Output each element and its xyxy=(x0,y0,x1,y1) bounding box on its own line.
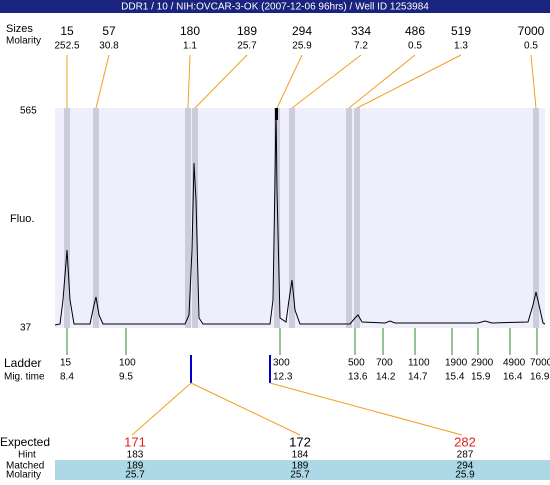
row-label: Ladder xyxy=(4,356,41,370)
peak-band xyxy=(192,108,198,328)
peak-band xyxy=(354,108,360,328)
link-line xyxy=(269,382,463,436)
axis-title: Fluo. xyxy=(10,213,34,225)
peak-size: 519 xyxy=(451,24,471,38)
ladder-size: 2900 xyxy=(471,358,494,369)
row-label: Hint xyxy=(18,450,36,461)
peak-band xyxy=(274,108,280,328)
peak-molarity: 252.5 xyxy=(54,41,79,52)
peak-molarity: 1.1 xyxy=(183,41,197,52)
matched-bg xyxy=(55,460,550,480)
axis-label: 37 xyxy=(20,323,32,334)
expected-value: 171 xyxy=(124,434,146,449)
peak-molarity: 1.3 xyxy=(454,41,468,52)
ladder-time: 14.2 xyxy=(376,372,396,383)
ladder-time: 12.3 xyxy=(273,372,293,383)
row-label: Matched xyxy=(6,461,44,472)
molarity-value: 25.7 xyxy=(125,470,145,480)
peak-molarity: 0.5 xyxy=(524,41,538,52)
peak-link xyxy=(187,54,191,109)
peak-link xyxy=(348,54,416,109)
ladder-size: 300 xyxy=(273,358,290,369)
ladder-time: 8.4 xyxy=(60,372,74,383)
expected-value: 282 xyxy=(454,434,476,449)
row-label: Molarity xyxy=(6,36,41,47)
axis-label: 565 xyxy=(20,106,37,117)
header-title: DDR1 / 10 / NIH:OVCAR-3-OK (2007-12-06 9… xyxy=(121,2,429,13)
plot-area xyxy=(55,108,545,328)
ladder-time: 16.4 xyxy=(503,372,523,383)
peak-band xyxy=(93,108,99,328)
peak-link xyxy=(291,54,362,109)
peak-molarity: 0.5 xyxy=(408,41,422,52)
header-bar xyxy=(0,0,550,13)
peak-link xyxy=(194,54,248,109)
matched-value: 294 xyxy=(457,461,474,472)
peak-link xyxy=(95,54,110,109)
row-label: Expected xyxy=(0,435,50,449)
peak-band xyxy=(185,108,191,328)
hint-value: 287 xyxy=(457,450,474,461)
hint-value: 184 xyxy=(292,450,309,461)
ladder-time: 14.7 xyxy=(408,372,428,383)
ladder-time: 9.5 xyxy=(119,372,133,383)
ladder-size: 100 xyxy=(119,358,136,369)
peak-link xyxy=(276,54,303,109)
ladder-size: 500 xyxy=(348,358,365,369)
peak-size: 57 xyxy=(102,24,116,38)
peak-band xyxy=(64,108,70,328)
peak-molarity: 25.9 xyxy=(292,41,312,52)
matched-value: 189 xyxy=(292,461,309,472)
peak-molarity: 30.8 xyxy=(99,41,119,52)
link-line xyxy=(131,382,192,436)
ladder-size: 700 xyxy=(376,358,393,369)
ladder-time: 15.4 xyxy=(445,372,465,383)
peak-marker xyxy=(275,108,278,120)
ladder-size: 1100 xyxy=(408,358,430,369)
ladder-size: 7000 xyxy=(530,358,550,369)
ladder-size: 15 xyxy=(60,358,72,369)
peak-band xyxy=(289,108,295,328)
peak-size: 15 xyxy=(60,24,74,38)
molarity-value: 25.9 xyxy=(455,470,475,480)
peak-molarity: 25.7 xyxy=(237,41,257,52)
matched-value: 189 xyxy=(127,461,144,472)
ladder-size: 1900 xyxy=(445,358,468,369)
peak-size: 486 xyxy=(405,24,425,38)
row-label: Mig. time xyxy=(4,372,45,383)
ladder-time: 16.9 xyxy=(530,372,550,383)
molarity-value: 25.7 xyxy=(290,470,310,480)
peak-link xyxy=(530,54,537,109)
peak-link xyxy=(356,54,462,109)
peak-size: 294 xyxy=(292,24,312,38)
peak-size: 180 xyxy=(180,24,200,38)
expected-value: 172 xyxy=(289,434,311,449)
hint-value: 183 xyxy=(127,450,144,461)
peak-size: 334 xyxy=(351,24,371,38)
peak-size: 189 xyxy=(237,24,257,38)
ladder-time: 15.9 xyxy=(471,372,491,383)
peak-band xyxy=(346,108,352,328)
peak-band xyxy=(533,108,539,328)
ladder-size: 4900 xyxy=(503,358,526,369)
ladder-time: 13.6 xyxy=(348,372,368,383)
trace xyxy=(54,107,546,326)
row-label: Molarity xyxy=(6,470,41,480)
row-label: Sizes xyxy=(6,23,33,35)
link-line xyxy=(190,382,301,436)
peak-molarity: 7.2 xyxy=(354,41,368,52)
peak-size: 7000 xyxy=(518,24,545,38)
